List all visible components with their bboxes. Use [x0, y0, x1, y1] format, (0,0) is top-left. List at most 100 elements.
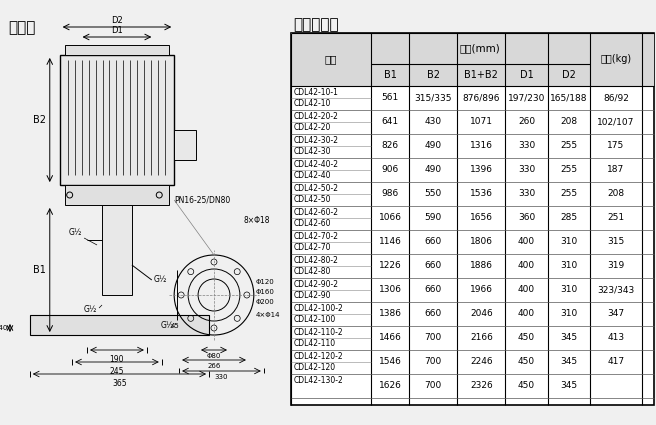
- Text: CDL42-20-2: CDL42-20-2: [294, 112, 338, 121]
- Text: 660: 660: [424, 309, 441, 318]
- Bar: [65, 185, 169, 205]
- Text: 1386: 1386: [379, 309, 401, 318]
- Text: 208: 208: [607, 189, 625, 198]
- Text: 417: 417: [607, 357, 625, 366]
- Text: 400: 400: [518, 285, 535, 294]
- Text: CDL42-90: CDL42-90: [294, 291, 331, 300]
- Text: 140: 140: [0, 325, 8, 331]
- Text: 590: 590: [424, 213, 441, 222]
- Text: 660: 660: [424, 261, 441, 270]
- Text: 2326: 2326: [470, 381, 493, 390]
- Text: G½: G½: [69, 227, 82, 236]
- Text: 345: 345: [560, 333, 577, 342]
- Text: CDL42-80-2: CDL42-80-2: [294, 256, 338, 265]
- Text: 906: 906: [381, 165, 399, 174]
- Text: CDL42-110-2: CDL42-110-2: [294, 328, 343, 337]
- Text: 1806: 1806: [470, 237, 493, 246]
- Text: CDL42-20: CDL42-20: [294, 122, 331, 132]
- Bar: [291, 33, 654, 405]
- Text: 413: 413: [607, 333, 625, 342]
- Text: CDL42-130-2: CDL42-130-2: [294, 376, 343, 385]
- Text: 876/896: 876/896: [462, 94, 500, 102]
- Text: 365: 365: [112, 379, 127, 388]
- Text: 641: 641: [381, 117, 399, 126]
- Text: 1656: 1656: [470, 213, 493, 222]
- Text: 345: 345: [560, 357, 577, 366]
- Text: G½: G½: [84, 306, 97, 314]
- Text: CDL42-40-2: CDL42-40-2: [294, 160, 338, 169]
- Text: CDL42-50-2: CDL42-50-2: [294, 184, 338, 193]
- Text: CDL42-60: CDL42-60: [294, 218, 331, 227]
- Text: 型号: 型号: [325, 54, 337, 65]
- Text: 826: 826: [381, 141, 399, 150]
- Text: Φ80: Φ80: [207, 353, 221, 359]
- Text: 4×Φ14: 4×Φ14: [256, 312, 280, 318]
- Text: CDL42-110: CDL42-110: [294, 339, 336, 348]
- Text: 330: 330: [518, 165, 535, 174]
- Text: CDL42-100-2: CDL42-100-2: [294, 304, 343, 313]
- Text: 208: 208: [560, 117, 577, 126]
- Text: 102/107: 102/107: [597, 117, 634, 126]
- Text: CDL42-120-2: CDL42-120-2: [294, 352, 343, 361]
- Text: 310: 310: [560, 237, 577, 246]
- Text: 430: 430: [424, 117, 441, 126]
- Text: 1396: 1396: [470, 165, 493, 174]
- Text: Φ120: Φ120: [256, 279, 275, 285]
- Text: 1066: 1066: [379, 213, 401, 222]
- Text: 986: 986: [381, 189, 399, 198]
- Text: CDL42-30: CDL42-30: [294, 147, 331, 156]
- Text: 255: 255: [560, 165, 577, 174]
- Text: 2046: 2046: [470, 309, 493, 318]
- Text: 8×Φ18: 8×Φ18: [244, 215, 270, 224]
- Text: 700: 700: [424, 381, 441, 390]
- Text: 1886: 1886: [470, 261, 493, 270]
- Text: D1: D1: [520, 70, 533, 80]
- Text: 315: 315: [607, 237, 625, 246]
- Text: B2: B2: [426, 70, 440, 80]
- Text: 360: 360: [518, 213, 535, 222]
- Text: 2166: 2166: [470, 333, 493, 342]
- Text: 323/343: 323/343: [597, 285, 634, 294]
- Text: 1546: 1546: [379, 357, 401, 366]
- Text: 1306: 1306: [379, 285, 401, 294]
- Text: CDL42-80: CDL42-80: [294, 266, 331, 275]
- Text: CDL42-120: CDL42-120: [294, 363, 336, 371]
- Text: 165/188: 165/188: [550, 94, 587, 102]
- Text: 490: 490: [424, 141, 441, 150]
- Text: 260: 260: [518, 117, 535, 126]
- Text: D1: D1: [111, 26, 123, 35]
- Text: 400: 400: [518, 261, 535, 270]
- Text: D2: D2: [562, 70, 575, 80]
- Text: 255: 255: [560, 189, 577, 198]
- Text: 330: 330: [215, 374, 228, 380]
- Text: Φ200: Φ200: [256, 299, 275, 305]
- Text: 1466: 1466: [379, 333, 401, 342]
- Text: 2246: 2246: [470, 357, 493, 366]
- Text: CDL42-70-2: CDL42-70-2: [294, 232, 338, 241]
- Text: CDL42-10-1: CDL42-10-1: [294, 88, 338, 97]
- Bar: [174, 130, 196, 160]
- Text: 重量(kg): 重量(kg): [600, 54, 632, 65]
- Text: 400: 400: [518, 309, 535, 318]
- Text: 310: 310: [560, 285, 577, 294]
- Text: 319: 319: [607, 261, 625, 270]
- Text: 251: 251: [607, 213, 625, 222]
- Text: 86/92: 86/92: [603, 94, 629, 102]
- Text: 330: 330: [518, 189, 535, 198]
- Text: 175: 175: [607, 141, 625, 150]
- Text: 1071: 1071: [470, 117, 493, 126]
- Text: 660: 660: [424, 237, 441, 246]
- Bar: [60, 55, 174, 185]
- Bar: [291, 33, 654, 86]
- Bar: [65, 45, 169, 55]
- Text: CDL42-50: CDL42-50: [294, 195, 331, 204]
- Text: B1: B1: [33, 265, 46, 275]
- Text: Φ160: Φ160: [256, 289, 275, 295]
- Text: 450: 450: [518, 333, 535, 342]
- Bar: [30, 315, 209, 335]
- Text: 1226: 1226: [379, 261, 401, 270]
- Text: 190: 190: [110, 355, 124, 364]
- Text: CDL42-30-2: CDL42-30-2: [294, 136, 338, 145]
- Text: 187: 187: [607, 165, 625, 174]
- Text: G½: G½: [154, 275, 167, 284]
